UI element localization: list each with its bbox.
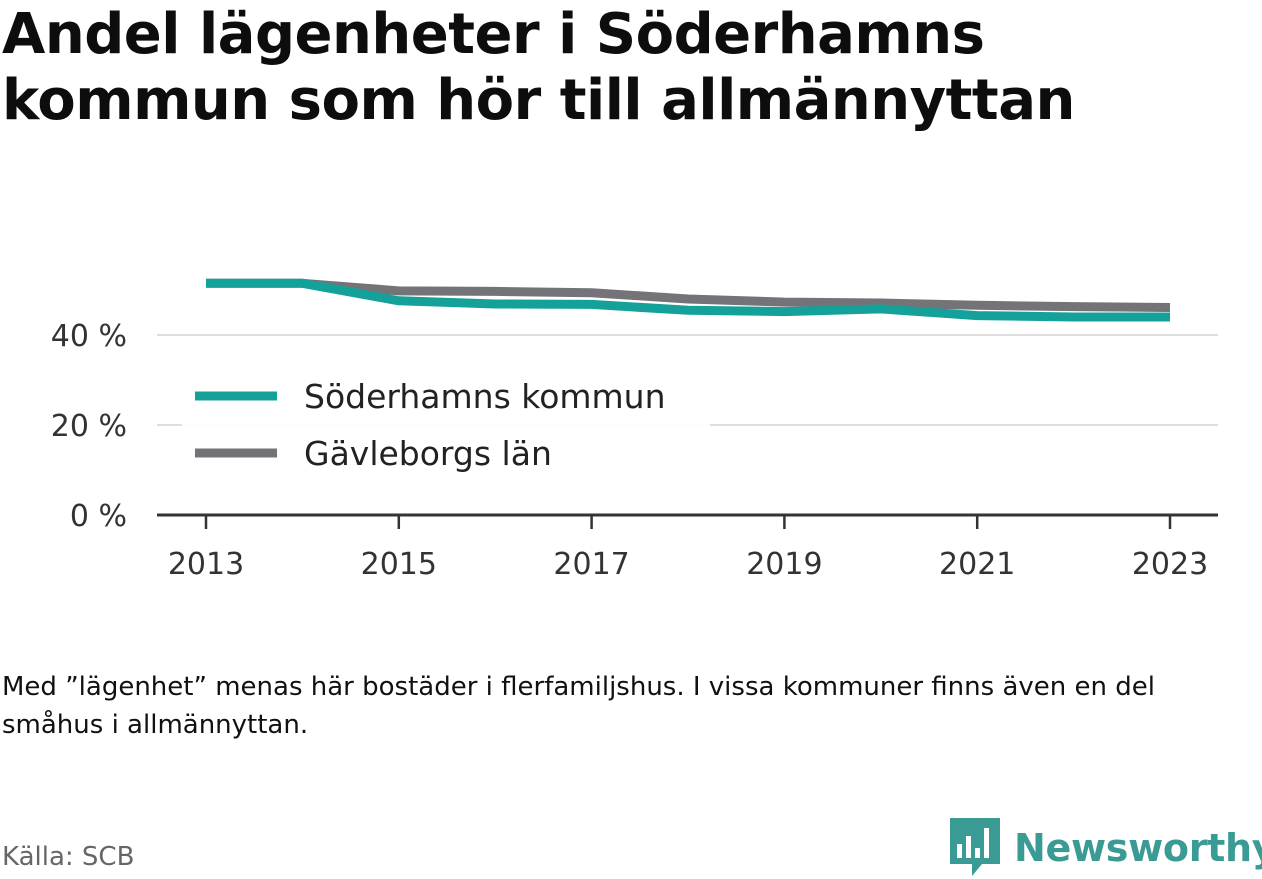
- x-tick-label: 2023: [1132, 547, 1208, 582]
- brand-name: Newsworthy: [1014, 826, 1262, 870]
- y-tick-label: 40 %: [51, 319, 127, 354]
- y-tick-label: 20 %: [51, 409, 127, 444]
- series-line: [206, 278, 1171, 312]
- legend: Söderhamns kommun Gävleborgs län: [182, 370, 710, 473]
- x-tick-label: 2017: [553, 547, 629, 582]
- source-text: Källa: SCB: [2, 842, 135, 872]
- y-axis-ticks: 0 % 20 % 40 %: [51, 319, 127, 534]
- y-tick-label: 0 %: [70, 499, 127, 534]
- chart-title: Andel lägenheter i Söderhamns kommun som…: [2, 2, 1075, 133]
- chart-note: Med ”lägenhet” menas här bostäder i fler…: [2, 672, 1155, 740]
- x-tick-label: 2013: [168, 547, 244, 582]
- legend-label: Söderhamns kommun: [304, 377, 666, 416]
- x-tick-label: 2021: [939, 547, 1015, 582]
- x-tick-label: 2015: [361, 547, 437, 582]
- legend-label: Gävleborgs län: [304, 434, 552, 473]
- x-tick-label: 2019: [746, 547, 822, 582]
- x-axis: 2013 2015 2017 2019 2021 2023: [157, 513, 1218, 582]
- series-line: [206, 278, 1170, 322]
- brand-logo: Newsworthy: [950, 818, 1262, 878]
- bar-chart-speech-bubble-icon: [950, 818, 1000, 876]
- series-lines: [206, 278, 1171, 322]
